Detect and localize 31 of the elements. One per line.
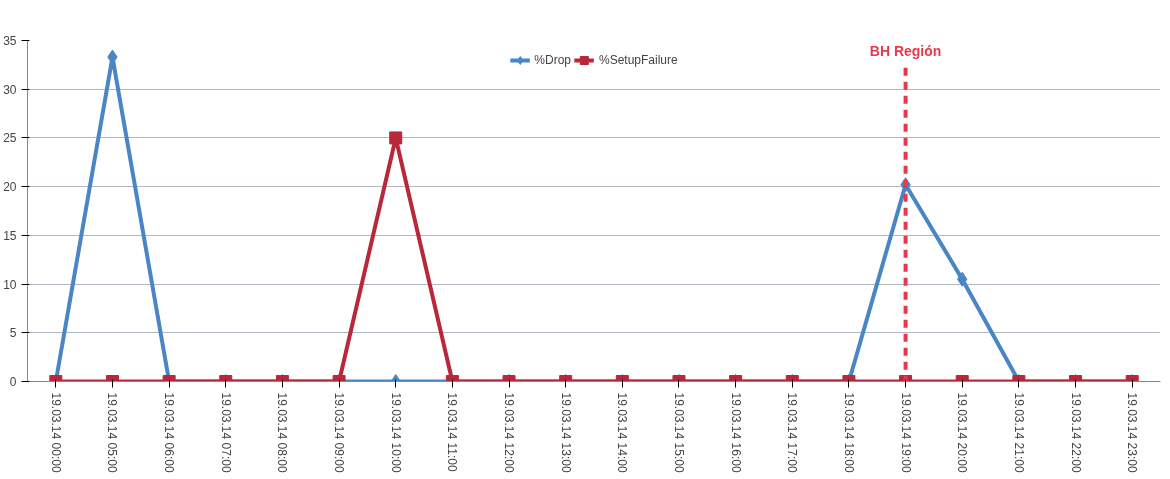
- x-tick-label: 19.03.14 14:00: [615, 392, 630, 473]
- x-tick-label: 19.03.14 22:00: [1068, 392, 1083, 473]
- ref-line-label: BH Región: [869, 42, 942, 59]
- y-tick-label: 35: [3, 34, 17, 48]
- legend-label: %Drop: [534, 53, 571, 67]
- y-tick-label: 20: [3, 180, 17, 195]
- legend-label: %SetupFailure: [598, 53, 678, 67]
- y-tick-label: 10: [3, 277, 17, 292]
- x-tick-label: 19.03.14 13:00: [558, 392, 573, 473]
- y-tick-label: 15: [3, 228, 17, 243]
- y-tick-label: 25: [3, 131, 17, 146]
- x-tick-label: 19.03.14 08:00: [275, 392, 290, 473]
- x-tick-label: 19.03.14 16:00: [728, 392, 743, 473]
- x-tick-label: 19.03.14 10:00: [388, 392, 403, 473]
- x-tick-label: 19.03.14 23:00: [1125, 392, 1140, 473]
- x-tick-label: 19.03.14 12:00: [502, 392, 517, 473]
- x-tick-label: 19.03.14 21:00: [1011, 392, 1026, 473]
- y-tick-label: 30: [3, 82, 17, 97]
- x-tick-label: 19.03.14 18:00: [841, 392, 856, 473]
- x-tick-label: 19.03.14 11:00: [445, 392, 460, 473]
- x-tick-label: 19.03.14 20:00: [955, 392, 970, 473]
- y-tick-label: 5: [9, 326, 17, 341]
- x-tick-label: 19.03.14 05:00: [105, 392, 120, 473]
- x-tick-label: 19.03.14 06:00: [162, 392, 177, 473]
- x-tick-label: 19.03.14 00:00: [48, 392, 63, 473]
- x-tick-label: 19.03.14 17:00: [785, 392, 800, 473]
- x-tick-label: 19.03.14 19:00: [898, 392, 913, 473]
- x-tick-label: 19.03.14 15:00: [671, 392, 686, 473]
- x-tick-label: 19.03.14 07:00: [218, 392, 233, 473]
- y-tick-label: 0: [9, 375, 17, 389]
- x-tick-label: 19.03.14 09:00: [332, 392, 347, 473]
